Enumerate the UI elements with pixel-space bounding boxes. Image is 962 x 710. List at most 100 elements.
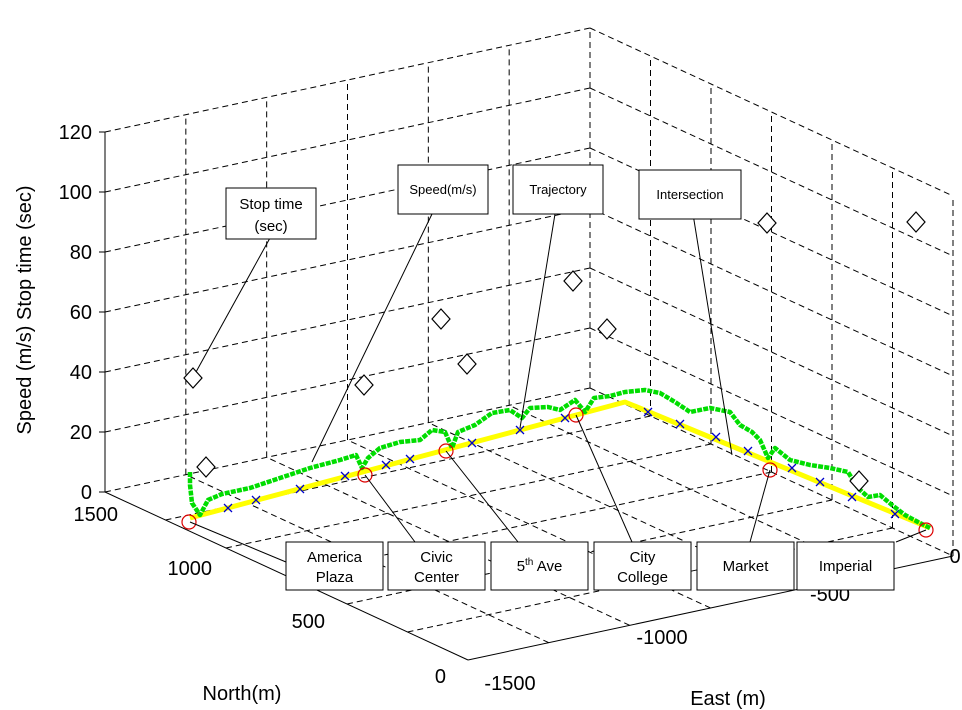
station-label-frame bbox=[696, 541, 795, 591]
intersection-marker bbox=[675, 419, 685, 429]
north-tick-label: 500 bbox=[292, 611, 325, 633]
intersection-marker bbox=[405, 454, 415, 464]
grid-lines bbox=[104, 27, 954, 644]
station-marker bbox=[181, 514, 197, 530]
intersection-marker bbox=[711, 432, 721, 442]
speed-annotation: Speed(m/s) bbox=[397, 164, 489, 215]
stop-time-annotation: Stop time (sec) bbox=[225, 187, 317, 240]
tick-labels: 020406080100120050010001500-1500-1000-50… bbox=[59, 122, 961, 695]
z-tick-label: 80 bbox=[70, 242, 92, 264]
leader-5th-ave bbox=[445, 450, 519, 543]
station-label-line1: America bbox=[307, 549, 363, 566]
station-marker bbox=[357, 467, 373, 483]
leader-trajectory bbox=[519, 213, 556, 429]
leader-city-college bbox=[575, 414, 633, 543]
stop-time-annotation-line2: (sec) bbox=[254, 218, 287, 235]
leader-speed bbox=[311, 213, 433, 463]
grid-line-side-z bbox=[589, 27, 954, 197]
intersection-marker bbox=[643, 407, 653, 417]
station-label: City College bbox=[593, 541, 692, 591]
station-label-line1: Market bbox=[723, 558, 770, 575]
station-label-frame bbox=[593, 541, 692, 591]
annotation-leaders bbox=[189, 213, 927, 563]
intersection-marker bbox=[223, 503, 233, 513]
stop-time-annotation-line1: Stop time bbox=[239, 196, 302, 213]
station-label-text: 5th Ave bbox=[517, 557, 563, 575]
stop-time-annotation-frame bbox=[225, 187, 317, 240]
stop-time-marker bbox=[196, 456, 216, 478]
intersection-annotation-label: Intersection bbox=[656, 187, 723, 202]
intersection-marker bbox=[815, 477, 825, 487]
grid-line-floor-north bbox=[225, 443, 712, 549]
speed-profile bbox=[187, 387, 932, 531]
station-marker bbox=[762, 462, 778, 478]
intersection-marker bbox=[381, 460, 391, 470]
east-tick-label: -1500 bbox=[484, 673, 535, 695]
intersection-marker bbox=[295, 484, 305, 494]
stop-time-marker bbox=[431, 308, 451, 330]
stop-time-marker bbox=[757, 212, 777, 234]
intersection-marker bbox=[787, 463, 797, 473]
grid-line-floor-east bbox=[347, 439, 711, 609]
intersection-marker bbox=[467, 438, 477, 448]
station-label: America Plaza bbox=[285, 541, 384, 591]
trajectory-annotation: Trajectory bbox=[512, 164, 604, 215]
leader-imperial bbox=[895, 529, 927, 543]
station-label-num: 5 bbox=[517, 558, 525, 575]
z-tick-label: 20 bbox=[70, 422, 92, 444]
leader-america-plaza bbox=[189, 521, 287, 563]
station-marker bbox=[568, 407, 584, 423]
stop-time-marker bbox=[354, 374, 374, 396]
station-label: Market bbox=[696, 541, 795, 591]
z-tick-label: 120 bbox=[59, 122, 92, 144]
x-axis-label: North(m) bbox=[203, 683, 282, 705]
z-tick-label: 100 bbox=[59, 182, 92, 204]
intersection-marker bbox=[743, 446, 753, 456]
z-tick-label: 60 bbox=[70, 302, 92, 324]
stop-time-marker bbox=[906, 211, 926, 233]
station-label-line1: Imperial bbox=[819, 558, 872, 575]
north-tick-label: 0 bbox=[435, 666, 446, 688]
station-label: Imperial bbox=[796, 541, 895, 591]
intersection-marker bbox=[847, 492, 857, 502]
trajectory-annotation-label: Trajectory bbox=[529, 182, 587, 197]
leader-intersection bbox=[692, 213, 733, 456]
stop-time-marker bbox=[849, 470, 869, 492]
station-label-frame bbox=[796, 541, 895, 591]
east-tick-label: -1000 bbox=[636, 627, 687, 649]
station-label-line2: Plaza bbox=[316, 569, 354, 586]
annotation-boxes: Stop time (sec) Speed(m/s) Trajectory Inters… bbox=[225, 164, 895, 591]
leader-civic-center bbox=[364, 474, 416, 543]
east-tick-label: 0 bbox=[949, 546, 960, 568]
station-label-line2: College bbox=[617, 569, 668, 586]
grid-line-back-z bbox=[104, 27, 591, 133]
stop-time-marker bbox=[183, 367, 203, 389]
station-label-line2: Center bbox=[414, 569, 459, 586]
station-label-frame bbox=[387, 541, 486, 591]
intersection-marker bbox=[340, 471, 350, 481]
station-label: Civic Center bbox=[387, 541, 486, 591]
trajectory-annotation-frame bbox=[512, 164, 604, 215]
station-label: 5th Ave bbox=[490, 541, 589, 591]
station-label-frame bbox=[490, 541, 589, 591]
z-tick-label: 40 bbox=[70, 362, 92, 384]
trajectory-line bbox=[189, 399, 931, 531]
data-layer bbox=[181, 211, 934, 538]
stop-time-marker bbox=[597, 318, 617, 340]
station-label-rest: Ave bbox=[533, 558, 562, 575]
station-label-frame bbox=[285, 541, 384, 591]
intersection-marker bbox=[515, 425, 525, 435]
station-label-line1: Civic bbox=[420, 549, 453, 566]
stop-time-marker bbox=[457, 353, 477, 375]
z-tick-label: 0 bbox=[81, 482, 92, 504]
north-tick-label: 1500 bbox=[74, 504, 119, 526]
y-axis-label: East (m) bbox=[690, 688, 766, 710]
station-label-sup: th bbox=[525, 557, 533, 568]
intersection-annotation: Intersection bbox=[638, 169, 742, 220]
station-marker bbox=[918, 522, 934, 538]
intersection-marker bbox=[251, 495, 261, 505]
speed-annotation-frame bbox=[397, 164, 489, 215]
intersection-annotation-frame bbox=[638, 169, 742, 220]
station-marker bbox=[438, 443, 454, 459]
